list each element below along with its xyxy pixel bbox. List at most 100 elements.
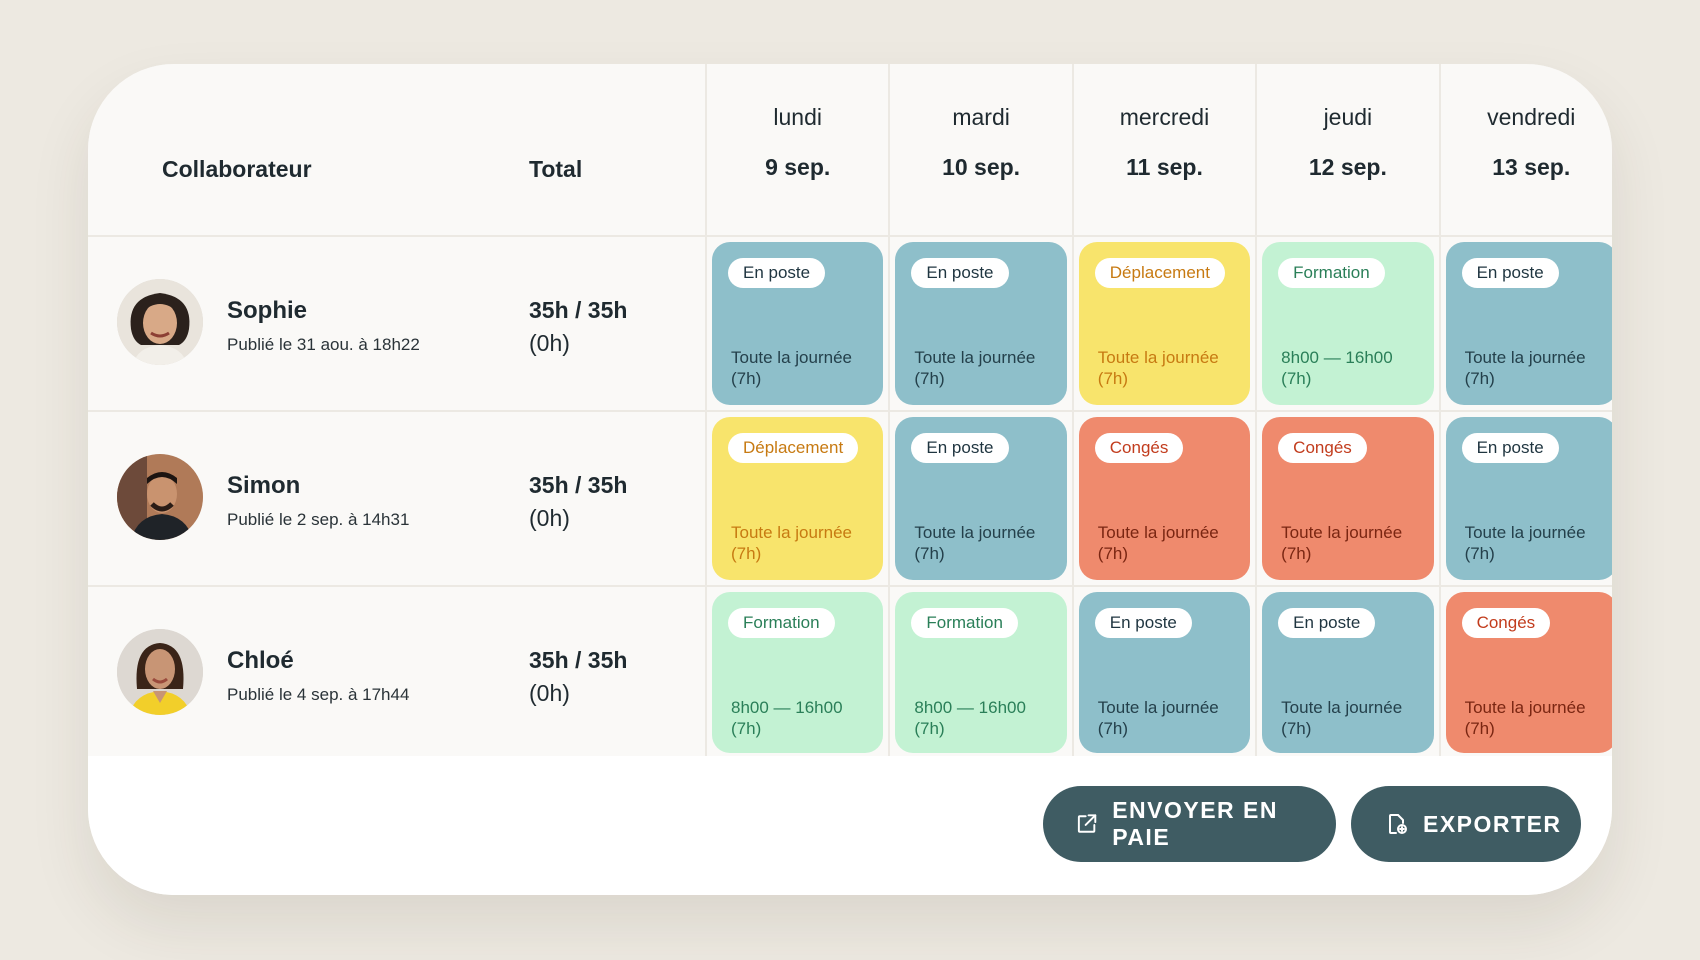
person-name: Sophie: [227, 297, 308, 324]
shift-duration: (7h): [1097, 719, 1129, 738]
shift-block[interactable]: Déplacement Toute la journée (7h): [712, 417, 884, 580]
shift-type-badge: Formation: [1278, 258, 1385, 288]
shift-time: Toute la journée: [1464, 698, 1586, 717]
day-header-tuesday: mardi 10 sep.: [890, 64, 1072, 235]
shift-block[interactable]: En poste Toute la journée (7h): [712, 242, 884, 405]
shift-block[interactable]: En poste Toute la journée (7h): [895, 242, 1067, 405]
shift-block[interactable]: En poste Toute la journée (7h): [1078, 592, 1251, 753]
schedule-slot[interactable]: En poste Toute la journée (7h): [1257, 587, 1439, 758]
day-date: 12 sep.: [1308, 154, 1387, 180]
schedule-slot[interactable]: En poste Toute la journée (7h): [1440, 412, 1612, 585]
shift-block[interactable]: Formation 8h00 — 16h00 (7h): [895, 592, 1067, 753]
shift-duration: (7h): [1281, 369, 1312, 388]
shift-time: Toute la journée: [1464, 348, 1586, 367]
schedule-slot[interactable]: Congés Toute la journée (7h): [1073, 412, 1256, 585]
person-row-sophie[interactable]: Sophie Publié le 31 aou. à 18h22 35h / 3…: [88, 237, 705, 410]
shift-duration: (7h): [1281, 719, 1312, 738]
person-name: Simon: [227, 472, 301, 499]
person-row-chloe[interactable]: Chloé Publié le 4 sep. à 17h44 35h / 35h…: [88, 587, 705, 758]
shift-duration: (7h): [914, 719, 945, 738]
shift-type-badge: En poste: [911, 258, 1009, 288]
shift-type-badge: En poste: [1278, 608, 1376, 638]
shift-time: Toute la journée: [731, 523, 852, 542]
day-date: 10 sep.: [942, 154, 1021, 180]
schedule-slot[interactable]: En poste Toute la journée (7h): [707, 237, 889, 410]
shift-type-badge: Congés: [1094, 433, 1184, 463]
day-name: mardi: [952, 104, 1010, 130]
shift-time: Toute la journée: [1281, 523, 1403, 542]
shift-time: Toute la journée: [1097, 698, 1219, 717]
shift-duration: (7h): [731, 369, 762, 388]
schedule-slot[interactable]: En poste Toute la journée (7h): [890, 237, 1072, 410]
shift-duration: (7h): [1097, 369, 1129, 388]
shift-duration: (7h): [1464, 544, 1495, 563]
shift-block[interactable]: Congés Toute la journée (7h): [1445, 592, 1612, 753]
export-label: EXPORTER: [1423, 810, 1562, 837]
shift-time: Toute la journée: [914, 348, 1036, 367]
shift-type-badge: En poste: [1461, 433, 1559, 463]
shift-block[interactable]: En poste Toute la journée (7h): [1445, 242, 1612, 405]
shift-block[interactable]: Déplacement Toute la journée (7h): [1078, 242, 1251, 405]
total-column-header: Total: [529, 156, 583, 182]
total-hours: 35h / 35h: [529, 472, 628, 498]
shift-block[interactable]: Formation 8h00 — 16h00 (7h): [712, 592, 884, 753]
schedule-slot[interactable]: En poste Toute la journée (7h): [890, 412, 1072, 585]
shift-duration: (7h): [1464, 719, 1495, 738]
avatar: [117, 629, 203, 715]
day-header-thursday: jeudi 12 sep.: [1257, 64, 1439, 235]
day-name: mercredi: [1119, 104, 1210, 130]
total-hours: 35h / 35h: [529, 297, 628, 323]
export-button[interactable]: EXPORTER: [1351, 786, 1581, 862]
send-to-payroll-button[interactable]: ENVOYER EN PAIE: [1043, 786, 1336, 862]
shift-duration: (7h): [1464, 369, 1495, 388]
planning-grid: Collaborateur Total lundi 9 sep. mardi 1…: [88, 64, 1612, 758]
shift-time: 8h00 — 16h00: [914, 698, 1026, 717]
schedule-slot[interactable]: En poste Toute la journée (7h): [1440, 237, 1612, 410]
shift-duration: (7h): [1281, 544, 1312, 563]
publish-info: Publié le 2 sep. à 14h31: [227, 510, 410, 529]
schedule-slot[interactable]: En poste Toute la journée (7h): [1073, 587, 1256, 758]
shift-time: Toute la journée: [1464, 523, 1586, 542]
schedule-slot[interactable]: Déplacement Toute la journée (7h): [1073, 237, 1256, 410]
shift-block[interactable]: Congés Toute la journée (7h): [1078, 417, 1251, 580]
shift-type-badge: Déplacement: [1094, 258, 1225, 288]
send-to-payroll-label: ENVOYER EN PAIE: [1112, 797, 1279, 850]
day-name: jeudi: [1323, 104, 1373, 130]
hours-delta: (0h): [529, 505, 570, 531]
publish-info: Publié le 31 aou. à 18h22: [227, 335, 420, 354]
schedule-slot[interactable]: Déplacement Toute la journée (7h): [707, 412, 889, 585]
shift-type-badge: En poste: [1461, 258, 1559, 288]
shift-block[interactable]: Formation 8h00 — 16h00 (7h): [1262, 242, 1434, 405]
day-name: vendredi: [1487, 104, 1576, 130]
file-export-icon: [1389, 814, 1407, 834]
shift-duration: (7h): [914, 544, 945, 563]
shift-type-badge: Formation: [911, 608, 1018, 638]
shift-type-badge: En poste: [728, 258, 826, 288]
shift-type-badge: Congés: [1278, 433, 1367, 463]
shift-time: Toute la journée: [1097, 348, 1219, 367]
shift-duration: (7h): [914, 369, 945, 388]
shift-duration: (7h): [731, 544, 762, 563]
person-name: Chloé: [227, 647, 294, 674]
shift-block[interactable]: Congés Toute la journée (7h): [1262, 417, 1434, 580]
shift-time: Toute la journée: [1281, 698, 1403, 717]
shift-duration: (7h): [1097, 544, 1129, 563]
shift-type-badge: Congés: [1461, 608, 1551, 638]
shift-block[interactable]: En poste Toute la journée (7h): [1445, 417, 1612, 580]
day-header-wednesday: mercredi 11 sep.: [1073, 64, 1256, 235]
publish-info: Publié le 4 sep. à 17h44: [227, 685, 410, 704]
shift-time: Toute la journée: [1097, 523, 1219, 542]
header-left: Collaborateur Total: [88, 64, 705, 235]
shift-type-badge: Formation: [728, 608, 835, 638]
schedule-slot[interactable]: Formation 8h00 — 16h00 (7h): [707, 587, 889, 758]
schedule-slot[interactable]: Congés Toute la journée (7h): [1257, 412, 1439, 585]
avatar: [117, 279, 203, 365]
schedule-slot[interactable]: Congés Toute la journée (7h): [1440, 587, 1612, 758]
day-date: 9 sep.: [765, 154, 831, 180]
shift-type-badge: Déplacement: [728, 433, 859, 463]
person-row-simon[interactable]: Simon Publié le 2 sep. à 14h31 35h / 35h…: [88, 412, 705, 585]
shift-block[interactable]: En poste Toute la journée (7h): [1262, 592, 1434, 753]
schedule-slot[interactable]: Formation 8h00 — 16h00 (7h): [1257, 237, 1439, 410]
shift-block[interactable]: En poste Toute la journée (7h): [895, 417, 1067, 580]
schedule-slot[interactable]: Formation 8h00 — 16h00 (7h): [890, 587, 1072, 758]
